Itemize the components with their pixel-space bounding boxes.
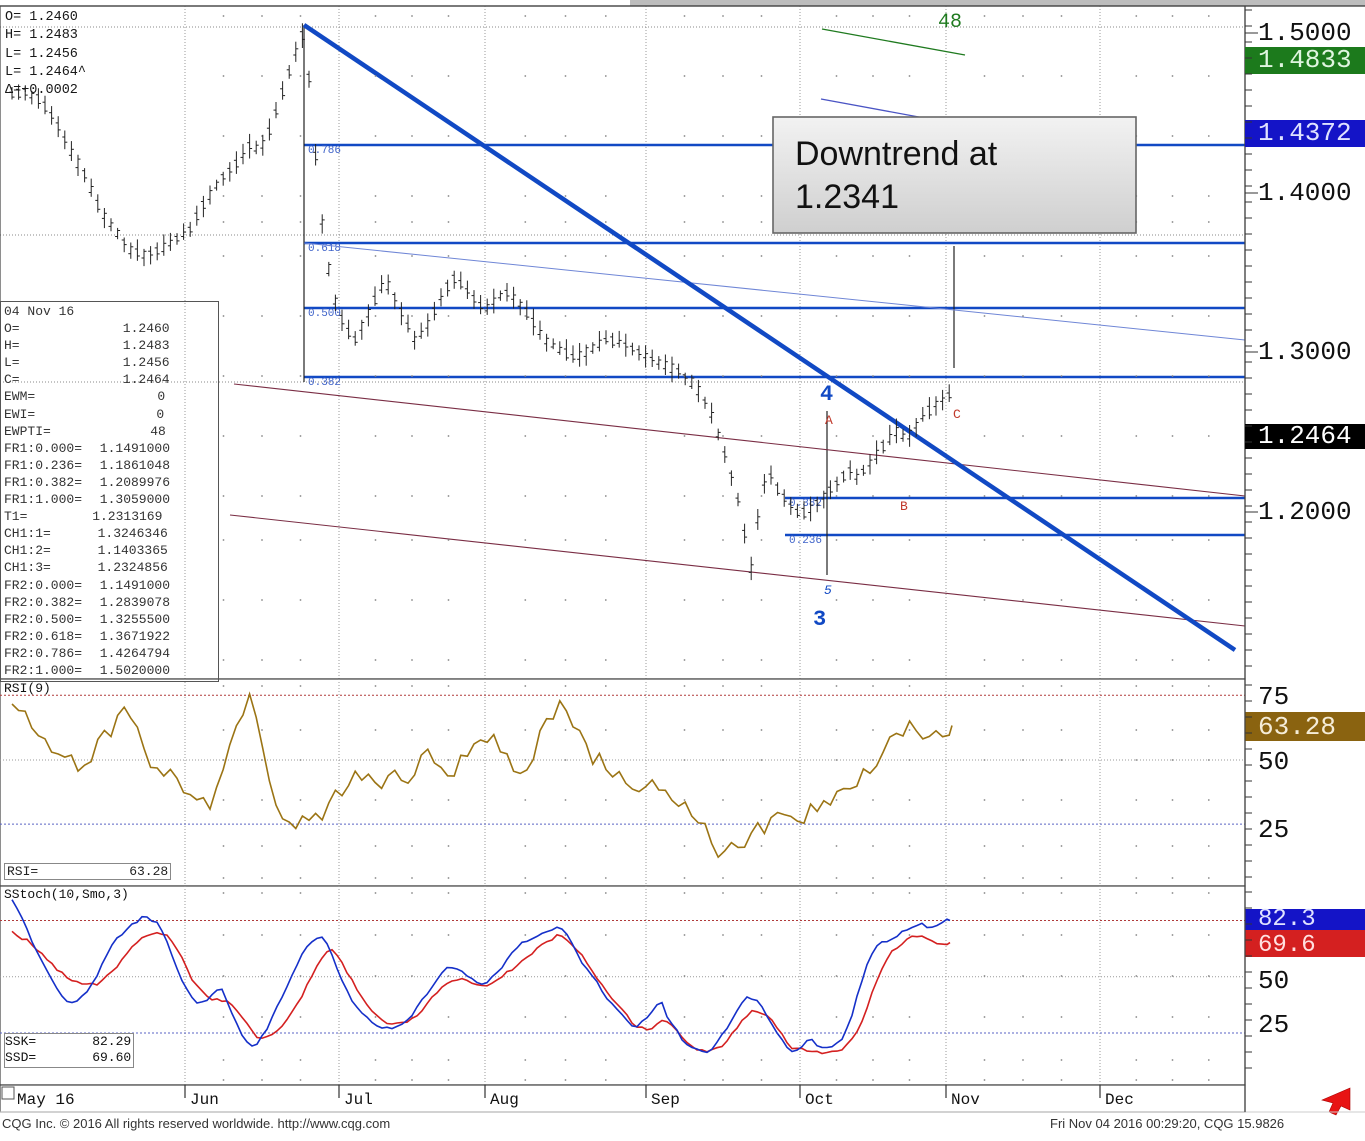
svg-text:0.382: 0.382 xyxy=(308,377,341,389)
svg-text:3: 3 xyxy=(813,607,826,632)
svg-text:CQG Inc. © 2016 All rights res: CQG Inc. © 2016 All rights reserved worl… xyxy=(2,1116,390,1131)
svg-text:May 16: May 16 xyxy=(17,1091,75,1109)
svg-text:Nov: Nov xyxy=(951,1091,980,1109)
svg-text:1.2464: 1.2464 xyxy=(1258,421,1352,451)
svg-text:0.786: 0.786 xyxy=(308,145,341,157)
svg-text:25: 25 xyxy=(1258,815,1289,845)
svg-text:4: 4 xyxy=(820,382,833,407)
svg-text:69.6: 69.6 xyxy=(1258,932,1316,959)
svg-text:Dec: Dec xyxy=(1105,1091,1134,1109)
svg-text:25: 25 xyxy=(1258,1010,1289,1040)
svg-text:75: 75 xyxy=(1258,682,1289,712)
svg-text:Oct: Oct xyxy=(805,1091,834,1109)
svg-text:1.4000: 1.4000 xyxy=(1258,178,1352,208)
svg-text:Fri Nov 04 2016 00:29:20, CQG: Fri Nov 04 2016 00:29:20, CQG 15.9826 xyxy=(1050,1116,1284,1131)
svg-text:5: 5 xyxy=(824,583,832,598)
svg-text:48: 48 xyxy=(938,11,962,34)
svg-text:50: 50 xyxy=(1258,747,1289,777)
svg-text:0.236: 0.236 xyxy=(789,535,822,547)
svg-text:RSI(9): RSI(9) xyxy=(4,681,51,696)
svg-text:82.3: 82.3 xyxy=(1258,906,1316,933)
svg-text:Jul: Jul xyxy=(344,1091,373,1109)
svg-text:Sep: Sep xyxy=(651,1091,680,1109)
svg-text:SStoch(10,Smo,3): SStoch(10,Smo,3) xyxy=(4,887,129,902)
svg-text:63.28: 63.28 xyxy=(1258,712,1336,742)
svg-text:0.500: 0.500 xyxy=(308,308,341,320)
svg-text:1.3000: 1.3000 xyxy=(1258,337,1352,367)
svg-text:Aug: Aug xyxy=(490,1091,519,1109)
svg-text:1.2341: 1.2341 xyxy=(795,178,899,216)
svg-text:Jun: Jun xyxy=(190,1091,219,1109)
svg-text:1.2000: 1.2000 xyxy=(1258,497,1352,527)
svg-text:1.4372: 1.4372 xyxy=(1258,118,1352,148)
svg-text:1.5000: 1.5000 xyxy=(1258,18,1352,48)
svg-text:C: C xyxy=(953,407,961,422)
svg-text:1.4833: 1.4833 xyxy=(1258,45,1352,75)
svg-text:Downtrend at: Downtrend at xyxy=(795,135,998,173)
svg-text:50: 50 xyxy=(1258,966,1289,996)
svg-text:A: A xyxy=(825,413,833,428)
svg-text:B: B xyxy=(900,499,908,514)
